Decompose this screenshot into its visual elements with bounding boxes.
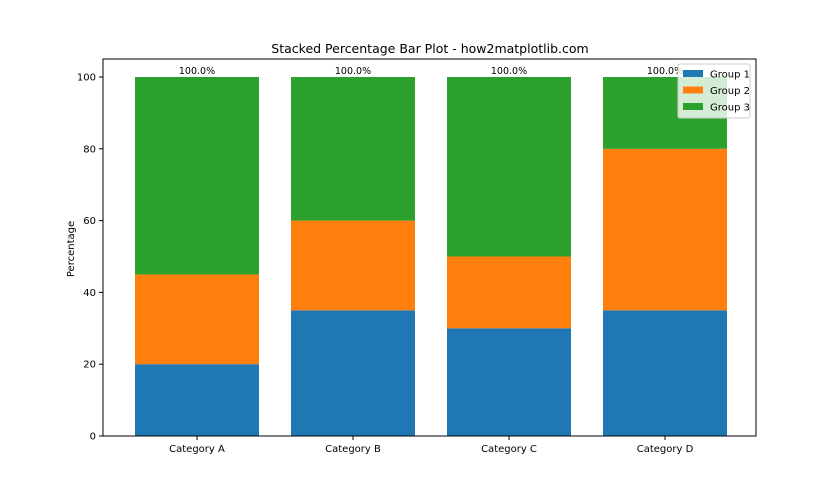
bar-group-2-category-d xyxy=(603,148,727,311)
y-tick-label: 0 xyxy=(90,432,96,443)
bar-group-2-category-b xyxy=(291,220,415,311)
total-label: 100.0% xyxy=(335,66,371,77)
x-axis: Category A Category B Category C Category D xyxy=(169,436,694,455)
y-tick-label: 60 xyxy=(83,216,96,227)
y-tick-label: 100 xyxy=(77,73,96,84)
legend-label: Group 2 xyxy=(710,86,750,97)
plot-frame xyxy=(102,58,757,437)
y-tick-label: 20 xyxy=(83,360,96,371)
bars-layer xyxy=(135,77,727,436)
total-labels-layer: 100.0% 100.0% 100.0% 100.0% xyxy=(179,66,683,77)
x-tick-label: Category A xyxy=(169,444,225,455)
bar-group-3-category-c xyxy=(447,77,571,257)
legend-swatch xyxy=(683,103,703,110)
bar-group-1-category-c xyxy=(447,328,571,436)
total-label: 100.0% xyxy=(179,66,215,77)
x-tick-label: Category D xyxy=(637,444,694,455)
bar-group-1-category-b xyxy=(291,310,415,436)
legend-swatch xyxy=(683,86,703,94)
total-label: 100.0% xyxy=(647,66,683,77)
bar-group-3-category-b xyxy=(291,77,415,221)
legend-label: Group 1 xyxy=(710,70,750,81)
x-tick-label: Category B xyxy=(325,444,381,455)
bar-group-1-category-d xyxy=(603,310,727,436)
bar-group-3-category-a xyxy=(135,77,259,275)
legend-swatch xyxy=(683,70,703,77)
y-axis: 0 20 40 60 80 100 xyxy=(77,73,103,443)
y-tick-label: 40 xyxy=(83,288,96,299)
legend-label: Group 3 xyxy=(710,103,750,114)
chart-title: Stacked Percentage Bar Plot - how2matplo… xyxy=(271,41,588,56)
bar-group-1-category-a xyxy=(135,364,259,436)
x-tick-label: Category C xyxy=(481,444,537,455)
bar-group-2-category-c xyxy=(447,256,571,329)
bar-group-2-category-a xyxy=(135,274,259,365)
legend: Group 1 Group 2 Group 3 xyxy=(677,63,751,119)
y-axis-label: Percentage xyxy=(66,221,77,277)
y-tick-label: 80 xyxy=(83,144,96,155)
total-label: 100.0% xyxy=(491,66,527,77)
